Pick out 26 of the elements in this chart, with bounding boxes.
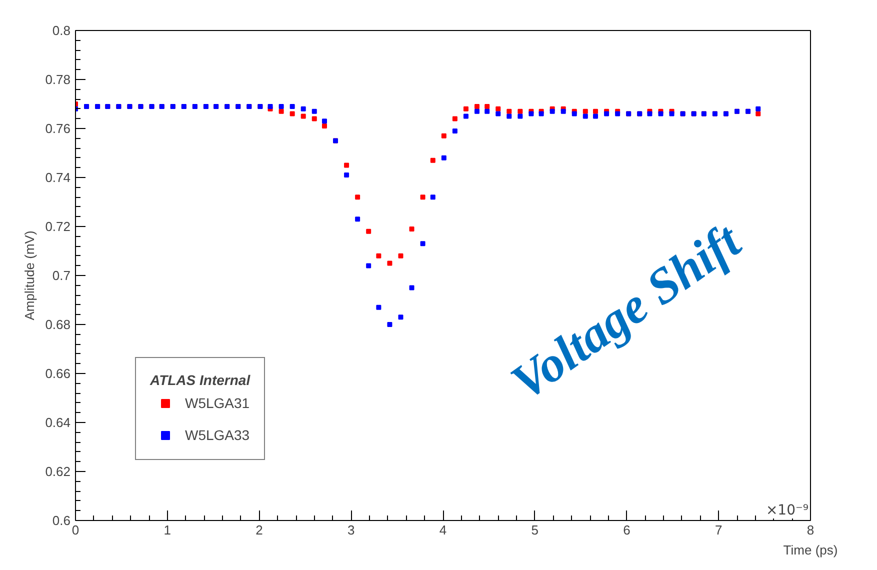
y-tick-label: 0.62 [45,464,71,479]
y-tick-label: 0.72 [45,219,71,234]
x-tick-label: 0 [72,522,80,538]
y-tick-label: 0.76 [45,121,71,136]
y-tick-label: 0.66 [45,366,71,381]
x-tick-label: 6 [623,522,630,538]
y-axis-title: Amplitude (mV) [22,230,38,320]
x-tick-label: 3 [348,522,355,538]
x-tick-label: 7 [715,522,722,538]
legend-label: W5LGA31 [185,395,250,411]
y-tick-label: 0.78 [45,72,71,87]
legend-label: W5LGA33 [185,427,250,443]
x-tick-label: 2 [256,522,263,538]
y-tick-label: 0.64 [45,415,71,430]
y-tick-label: 0.7 [52,268,71,283]
y-tick-label: 0.68 [45,317,71,332]
y-tick-label: 0.74 [45,170,71,185]
x-tick-label: 4 [439,522,447,538]
annotation: ×10⁻⁹ [766,502,809,518]
y-tick-label: 0.8 [52,23,71,38]
x-tick-label: 8 [806,522,814,538]
x-tick-label: 1 [164,522,171,538]
x-tick-label: 5 [531,522,538,538]
y-tick-label: 0.6 [52,513,71,528]
legend-title: ATLAS Internal [150,372,250,388]
x-axis-title: Time (ps) [783,542,838,558]
